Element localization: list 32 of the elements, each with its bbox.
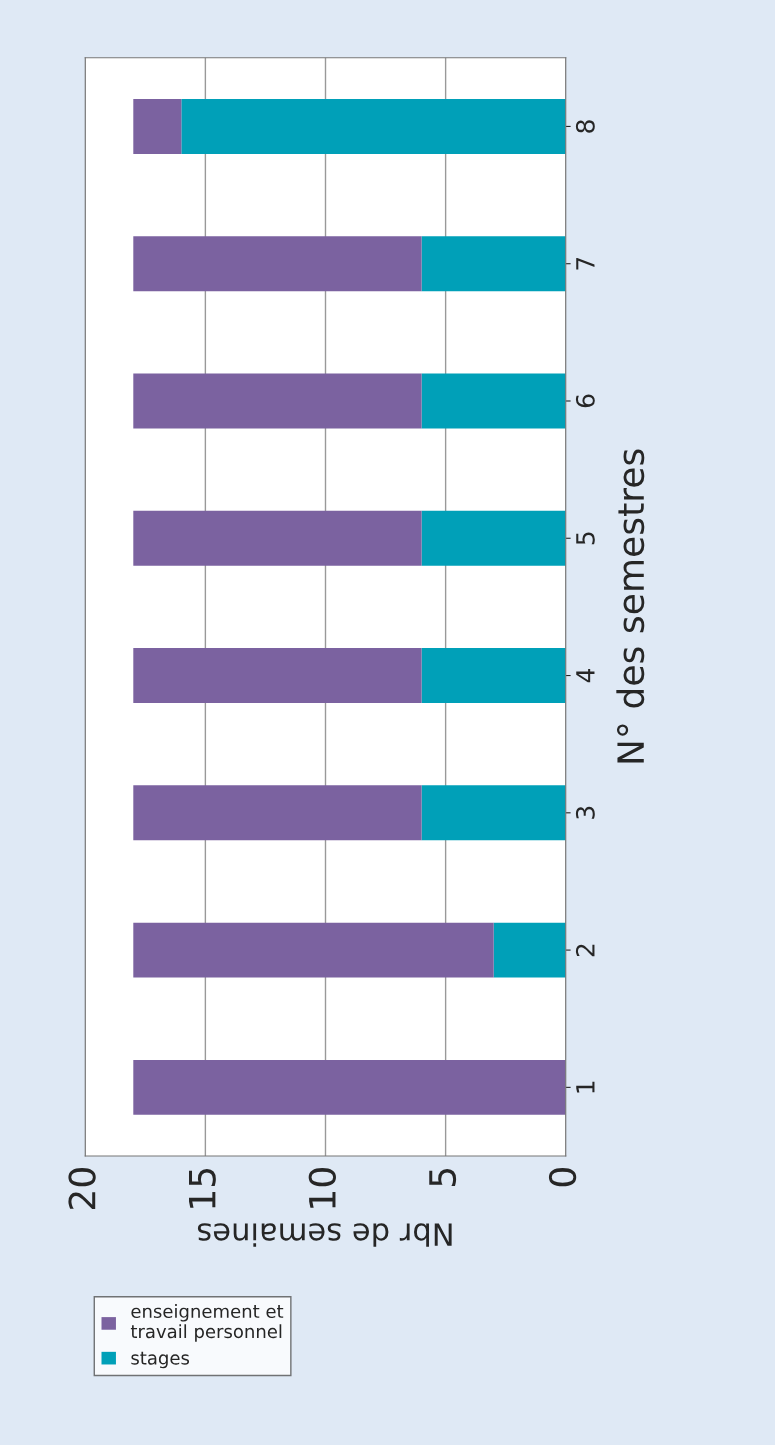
bar [133, 648, 422, 703]
bar [181, 98, 566, 154]
bar [133, 98, 182, 154]
y-tick-label: 3 [575, 806, 595, 819]
x-tick-label: 20 [68, 1168, 96, 1210]
y-axis-title: N° des semestres [616, 449, 645, 763]
y-tick-label: 2 [575, 944, 595, 957]
x-axis-title: Nbr de semaines [197, 1223, 452, 1247]
bar [133, 236, 422, 292]
y-tick-label: 1 [576, 1081, 595, 1093]
x-tick-label: 15 [189, 1168, 216, 1208]
bar [133, 785, 422, 841]
bar [493, 922, 566, 978]
bar [133, 373, 422, 429]
bar [421, 236, 566, 292]
bar [133, 510, 422, 566]
y-tick-label: 7 [576, 257, 595, 270]
x-tick-label: 0 [548, 1168, 577, 1187]
bar [133, 922, 494, 978]
bar [133, 1059, 566, 1115]
bar [421, 373, 566, 429]
bar [421, 785, 566, 841]
x-tick-label: 10 [308, 1168, 336, 1208]
x-tick-label: 5 [429, 1168, 457, 1186]
bar [421, 648, 566, 703]
y-tick-label: 8 [575, 120, 595, 133]
y-tick-label: 6 [575, 394, 595, 408]
bar [421, 510, 566, 566]
legend-label: stages [131, 1351, 190, 1369]
y-tick-label: 4 [576, 668, 595, 683]
y-tick-label: 5 [576, 532, 595, 545]
legend-label: enseignement et travail personnel [130, 1304, 284, 1342]
